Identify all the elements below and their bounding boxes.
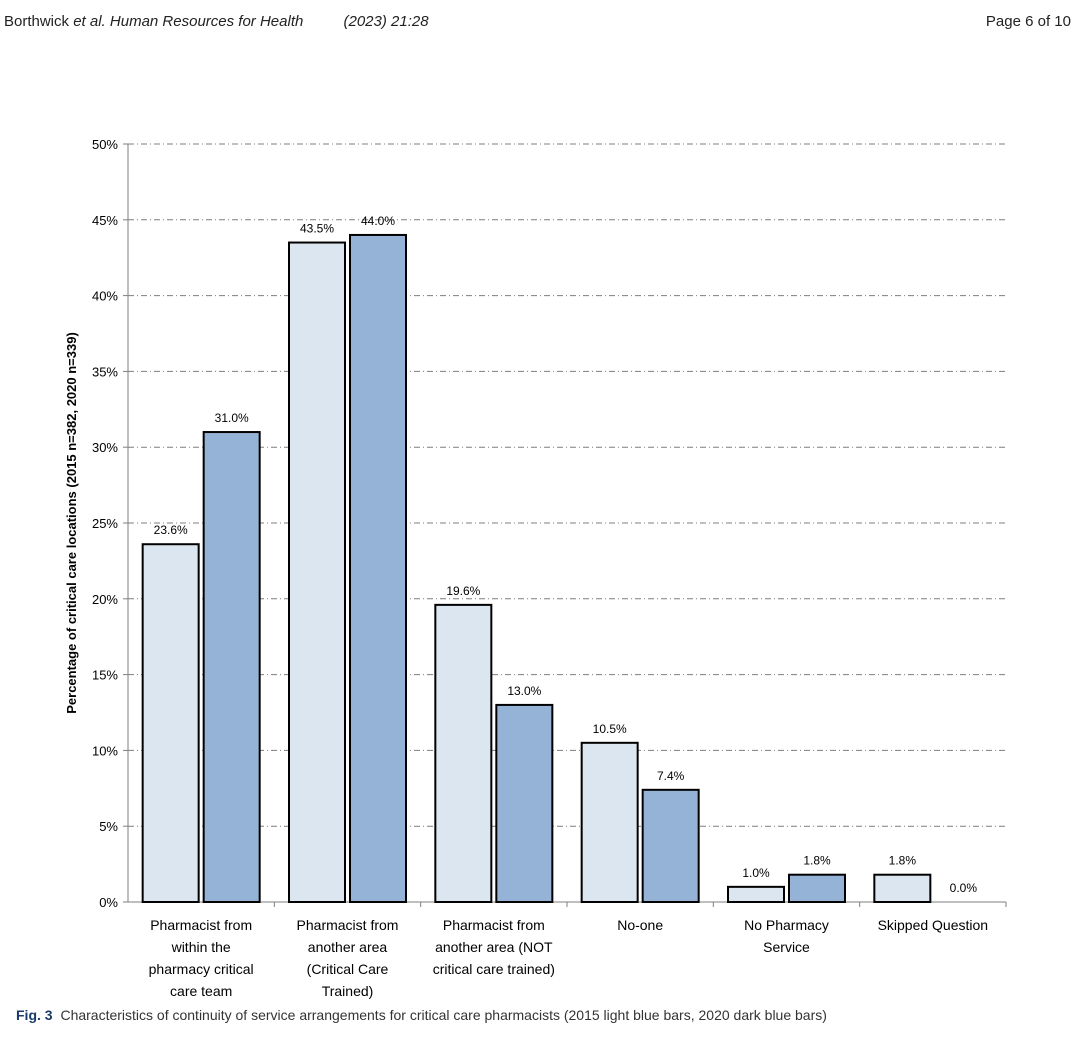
category-label-line: Service <box>763 939 810 955</box>
data-label: 7.4% <box>657 769 685 783</box>
category-label-line: Skipped Question <box>878 917 989 933</box>
y-tick-label: 20% <box>92 592 118 607</box>
y-tick-label: 30% <box>92 440 118 455</box>
category-label-line: Pharmacist from <box>297 917 399 933</box>
data-label: 23.6% <box>154 523 188 537</box>
bar <box>495 703 554 903</box>
category-label-line: another area <box>308 939 388 955</box>
y-tick-label: 5% <box>99 819 118 834</box>
y-tick-label: 50% <box>92 137 118 152</box>
header-citation: (2023) 21:28 <box>343 13 429 30</box>
category-label-line: No Pharmacy <box>744 917 829 933</box>
bar-chart: 0% 5% 10% 15% 20% 25% 30% 35% 40% 45% 50% Percentag… <box>64 137 1007 999</box>
category-label-line: care team <box>170 983 232 999</box>
data-label: 43.5% <box>300 222 334 236</box>
bar <box>288 241 346 904</box>
category-label-line: pharmacy critical <box>149 961 254 977</box>
y-tick-label: 15% <box>92 668 118 683</box>
bar <box>580 741 639 903</box>
bar <box>434 603 493 903</box>
category-label-line: Pharmacist from <box>150 917 252 933</box>
data-label: 31.0% <box>215 411 249 425</box>
category-label-line: Trained) <box>322 983 374 999</box>
category-label: Pharmacist from another area (Critical Car… <box>297 917 399 999</box>
y-tick-label: 40% <box>92 289 118 304</box>
data-label: 1.8% <box>803 854 831 868</box>
category-label-line: another area (NOT <box>435 939 553 955</box>
data-label: 19.6% <box>446 584 480 598</box>
category-label: No-one <box>617 917 663 933</box>
data-label: 44.0% <box>361 214 395 228</box>
bar <box>349 233 407 903</box>
header-journal: Human Resources for Health <box>109 13 304 30</box>
category-label-line: within the <box>171 939 231 955</box>
header-etal: et al. <box>73 13 106 30</box>
category-label: No Pharmacy Service <box>744 917 829 955</box>
bar <box>141 543 200 903</box>
data-label: 13.0% <box>507 684 541 698</box>
category-label: Pharmacist from within the pharmacy critic… <box>149 917 254 999</box>
bar <box>641 788 700 903</box>
category-label-line: Pharmacist from <box>443 917 545 933</box>
category-label-line: No-one <box>617 917 663 933</box>
y-tick-label: 45% <box>92 213 118 228</box>
data-label: 10.5% <box>593 722 627 736</box>
data-label: 1.8% <box>889 854 917 868</box>
figure-label: Fig. 3 <box>16 1007 53 1023</box>
running-header: Borthwick et al. Human Resources for Hea… <box>4 13 429 30</box>
page-number: Page 6 of 10 <box>985 13 1071 30</box>
y-tick-label: 10% <box>92 743 118 758</box>
header-authors: Borthwick <box>4 13 70 30</box>
bar <box>788 873 846 903</box>
category-label: Skipped Question <box>878 917 989 933</box>
bar <box>202 431 261 903</box>
category-label: Pharmacist from another area (NOT critical… <box>433 917 555 977</box>
category-label-line: critical care trained) <box>433 961 555 977</box>
y-axis-label: Percentage of critical care locations (2… <box>64 332 79 714</box>
y-tick-label: 0% <box>99 895 118 910</box>
bar <box>727 885 785 904</box>
y-tick-label: 25% <box>92 516 118 531</box>
y-tick-label: 35% <box>92 364 118 379</box>
bar <box>873 873 932 903</box>
figure-caption-text: Characteristics of continuity of service… <box>60 1007 827 1023</box>
data-label: 0.0% <box>950 881 978 895</box>
category-label-line: (Critical Care <box>307 961 389 977</box>
figure-caption: Fig. 3 Characteristics of continuity of … <box>16 1007 827 1023</box>
data-label: 1.0% <box>742 866 770 880</box>
